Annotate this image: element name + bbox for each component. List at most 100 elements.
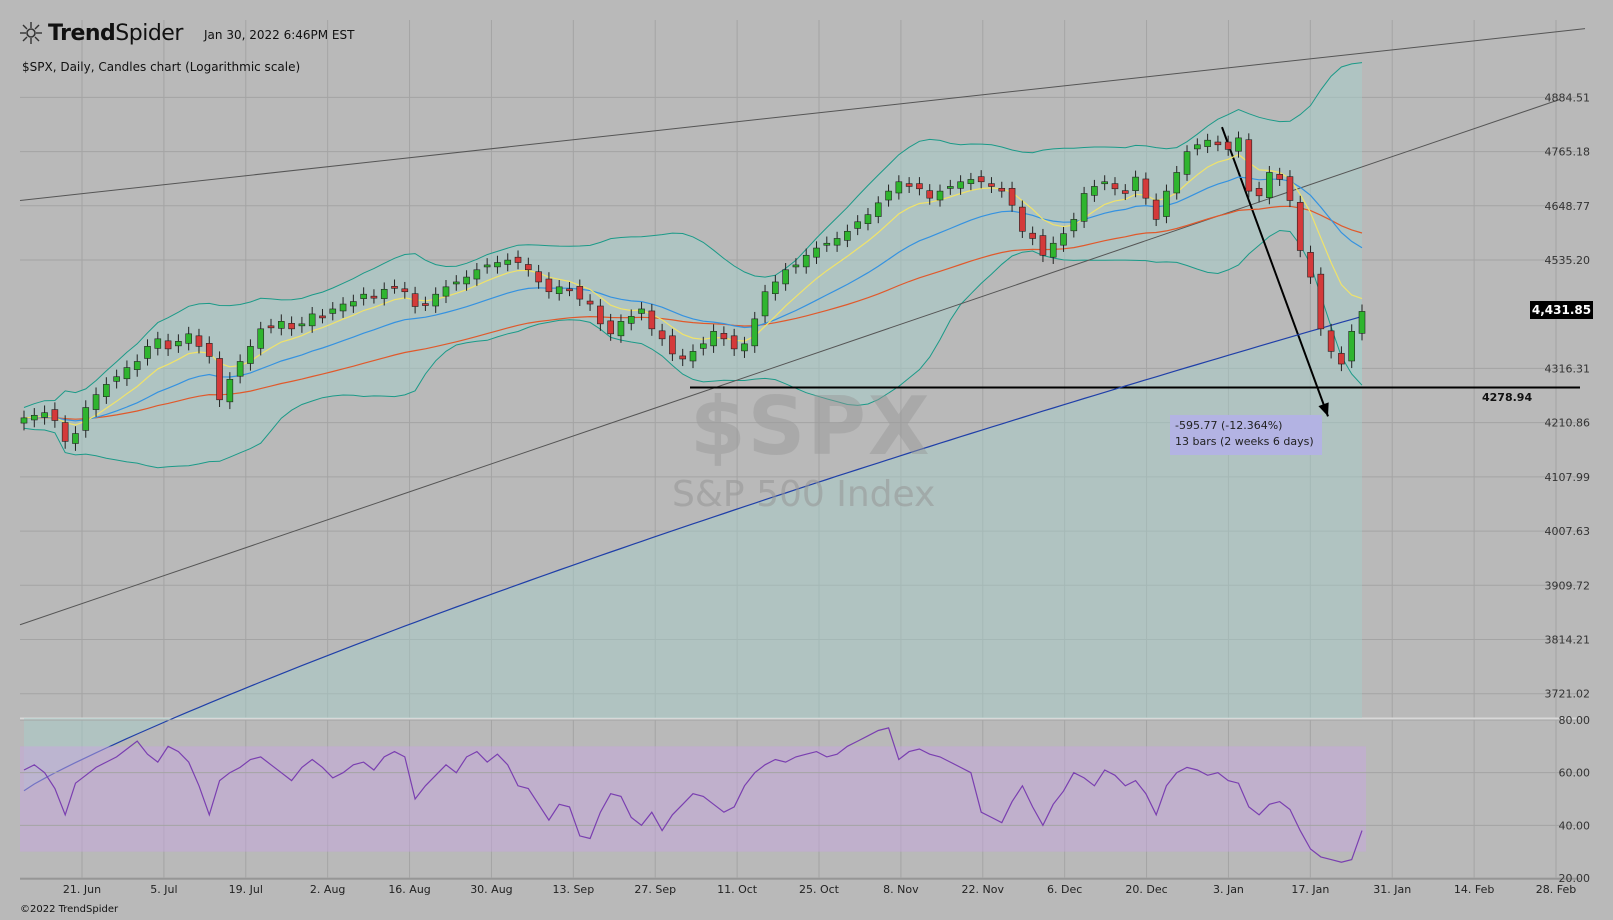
- rsi-band: [20, 746, 1366, 852]
- date-axis-label: 30. Aug: [470, 883, 512, 896]
- candle-body: [41, 412, 48, 418]
- candle-body: [813, 247, 820, 258]
- candle-body: [638, 308, 645, 314]
- measure-bars: 13 bars (2 weeks 6 days): [1175, 435, 1314, 448]
- date-axis-label: 3. Jan: [1213, 883, 1244, 896]
- candle-body: [92, 394, 100, 410]
- candle-body: [339, 303, 347, 312]
- candle-body: [699, 343, 707, 349]
- candle-body: [627, 316, 635, 324]
- bollinger-fill: [24, 62, 1362, 468]
- candle-body: [391, 286, 398, 289]
- price-axis-label: 4884.51: [1545, 91, 1591, 104]
- candle-body: [720, 333, 728, 340]
- candle-body: [1080, 193, 1088, 222]
- candle-body: [761, 291, 769, 317]
- candle-body: [370, 295, 378, 299]
- date-axis-label: 28. Feb: [1536, 883, 1576, 896]
- candles: [20, 131, 1366, 451]
- candle-body: [319, 315, 326, 319]
- candle-body: [525, 264, 532, 271]
- candle-body: [1152, 199, 1160, 220]
- candle-body: [1101, 181, 1108, 185]
- date-axis-label: 22. Nov: [962, 883, 1005, 896]
- candle-body: [782, 269, 789, 285]
- price-axis-label: 4007.63: [1545, 525, 1591, 538]
- candle-body: [679, 355, 687, 360]
- brand-name: TrendSpider: [48, 20, 183, 46]
- candle-body: [1111, 183, 1119, 190]
- candle-body: [205, 343, 213, 357]
- candle-body: [1194, 144, 1201, 150]
- candle-body: [463, 276, 470, 285]
- candle-body: [1338, 353, 1345, 365]
- date-axis-label: 21. Jun: [63, 883, 101, 896]
- candle-body: [555, 286, 563, 295]
- price-axis-label: 4107.99: [1545, 471, 1591, 484]
- price-axis-label: 4535.20: [1545, 254, 1591, 267]
- price-axis-label: 3814.21: [1545, 633, 1591, 646]
- candle-body: [360, 293, 367, 299]
- trend-lines[interactable]: [19, 28, 1586, 626]
- candle-body: [1266, 172, 1273, 198]
- copyright: ©2022 TrendSpider: [20, 904, 119, 915]
- candle-body: [1286, 176, 1294, 201]
- rsi-line: [23, 727, 1363, 863]
- candle-body: [72, 433, 79, 444]
- date-axis-label: 27. Sep: [634, 883, 676, 896]
- candle-body: [185, 333, 192, 344]
- candle-body: [483, 264, 491, 268]
- candle-body: [658, 330, 666, 340]
- candle-body: [473, 269, 481, 280]
- rsi-axis-label: 80.00: [1559, 714, 1591, 727]
- candle-body: [432, 293, 439, 307]
- candle-body: [1235, 137, 1242, 152]
- candle-body: [494, 262, 501, 268]
- candle-body: [1173, 172, 1181, 194]
- candle-body: [226, 378, 234, 403]
- candle-body: [689, 351, 697, 362]
- candle-body: [20, 417, 28, 424]
- candle-body: [401, 288, 409, 293]
- candle-body: [916, 183, 923, 190]
- candle-body: [1245, 139, 1253, 192]
- candle-body: [175, 341, 182, 347]
- candle-body: [648, 310, 656, 330]
- watermark-symbol: $SPX: [690, 380, 932, 473]
- rsi-axis-label: 40.00: [1559, 819, 1591, 832]
- candle-body: [61, 422, 69, 442]
- price-axis-label: 4648.77: [1545, 200, 1591, 213]
- candle-body: [1049, 242, 1057, 258]
- candle-body: [1060, 233, 1067, 246]
- date-axis-label: 13. Sep: [552, 883, 594, 896]
- candle-body: [936, 190, 944, 201]
- candle-body: [607, 320, 614, 335]
- price-axis-label: 3909.72: [1545, 579, 1591, 592]
- measure-tooltip[interactable]: -595.77 (-12.364%) 13 bars (2 weeks 6 da…: [1170, 415, 1322, 455]
- candle-body: [905, 183, 913, 187]
- candle-body: [844, 230, 851, 241]
- candle-body: [669, 335, 676, 355]
- brand-logo: TrendSpider: [18, 20, 183, 46]
- candle-body: [236, 361, 244, 377]
- candle-body: [545, 278, 553, 293]
- lower-area-fill: [24, 316, 1362, 791]
- rsi-axis-label: 60.00: [1559, 767, 1591, 780]
- date-axis-label: 16. Aug: [388, 883, 430, 896]
- rsi-panel: [20, 719, 1580, 879]
- date-axis-label: 20. Dec: [1125, 883, 1167, 896]
- candle-body: [1029, 232, 1036, 239]
- rsi-axis-label: 20.00: [1559, 872, 1591, 885]
- candle-body: [957, 181, 964, 189]
- date-axis-label: 31. Jan: [1373, 883, 1411, 896]
- candle-body: [741, 343, 748, 352]
- candle-body: [267, 325, 275, 329]
- price-axis-label: 4316.31: [1545, 362, 1591, 375]
- date-axis-label: 2. Aug: [310, 883, 345, 896]
- candle-body: [772, 281, 779, 295]
- candle-body: [1019, 206, 1026, 232]
- candle-body: [998, 188, 1006, 192]
- upper-channel-line: [19, 28, 1586, 201]
- date-axis-label: 25. Oct: [799, 883, 840, 896]
